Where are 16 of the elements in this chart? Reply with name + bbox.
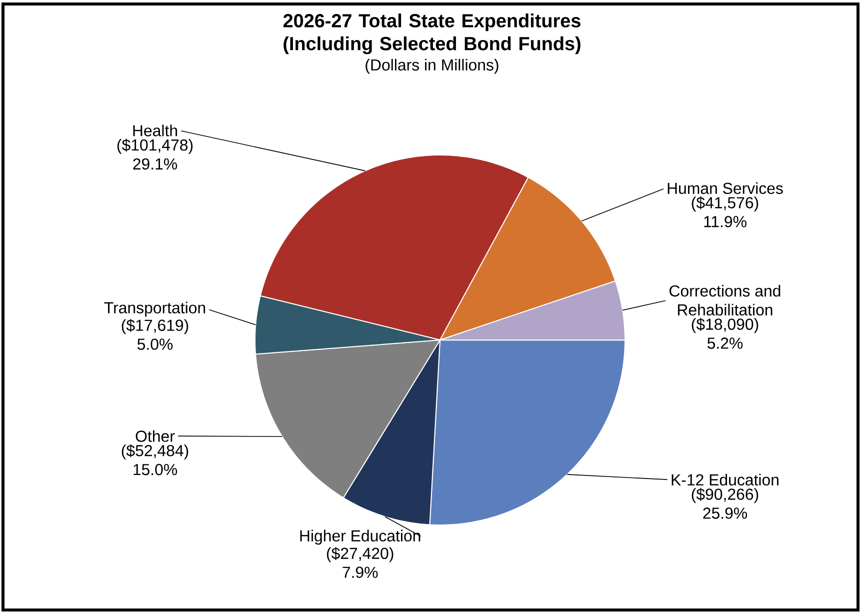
data-label: ($17,619) 5.0% (122, 318, 188, 350)
data-label: ($101,478) 29.1% (117, 138, 193, 170)
data-label: ($52,484) 15.0% (122, 444, 188, 476)
slice-label: Corrections and Rehabilitation (670, 284, 780, 316)
data-label: ($18,090) 5.2% (692, 318, 758, 349)
slice-label: Transportation (104, 302, 206, 317)
slice-label: Other (136, 430, 175, 442)
data-label: ($27,420) 7.9% (326, 547, 394, 578)
slice-label: Human Services (668, 182, 783, 194)
slice-label: Higher Education (300, 530, 420, 545)
slice-label: K-12 Education (672, 474, 778, 486)
data-label: ($90,266) 25.9% (692, 488, 758, 519)
chart-title: 2026-27 Total State Expenditures (Including Selected Bond Funds) (283, 14, 580, 54)
slice-label: Health (133, 124, 177, 136)
chart-subtitle: (Dollars in Millions) (366, 58, 498, 74)
data-label: ($41,576) 11.9% (692, 196, 758, 228)
